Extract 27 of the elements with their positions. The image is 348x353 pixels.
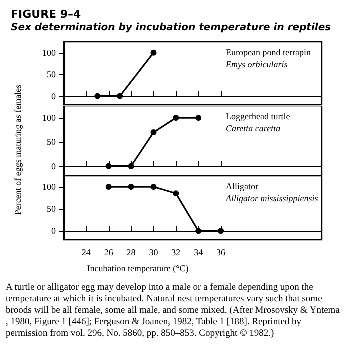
x-tick-label: 36 [216, 248, 226, 258]
x-tick-label: 26 [104, 248, 114, 258]
text: European pond terrapin [226, 48, 312, 58]
y-tick-label: 50 [47, 70, 56, 80]
annotation: Caretta caretta [226, 124, 282, 134]
y-tick-label: 0 [52, 91, 56, 102]
text: Loggerhead turtle [226, 112, 290, 122]
y-axis-title: Percent of eggs maturing as females [12, 84, 24, 218]
x-tick-label: 30 [149, 248, 159, 258]
y-tick-label: 50 [47, 137, 56, 148]
chart-subtitle: Sex determination by incubation temperature in reptiles [11, 22, 332, 34]
y-tick-label: 100 [42, 182, 56, 192]
y-tick-label: 100 [42, 48, 56, 58]
y-tick-label: 0 [52, 226, 56, 236]
chart-title: FIGURE 9–4 [11, 8, 82, 21]
text: Alligator [226, 182, 258, 192]
x-tick-label: 34 [194, 248, 204, 258]
x-tick-label: 32 [172, 248, 181, 258]
y-tick-label: 50 [47, 204, 56, 214]
text: A turtle or alligator egg may develop into a male or a female depending upon the temperature at which it is incubated. Natural nest temperatures vary such that some broods will be all female, some all male, and some mixed. (After Mrosovsky & Yntema, 1980, Figure 1 [446]; Ferguson & Joanen, 1982, Table 1 [188]. Reprinted by permission from vol. 296, No. 5860, pp. 850–853. Copyright © 1982.) [6, 282, 341, 339]
y-tick-label: 100 [42, 113, 56, 124]
x-tick-label: 28 [126, 248, 136, 258]
annotation: Emys orbicularis [225, 60, 288, 70]
x-tick-label: 24 [82, 248, 92, 258]
y-tick-label: 0 [52, 161, 56, 172]
x-axis-title: Incubation temperature (°C) [87, 264, 189, 274]
annotation: Alligator mississippiensis [225, 194, 319, 204]
